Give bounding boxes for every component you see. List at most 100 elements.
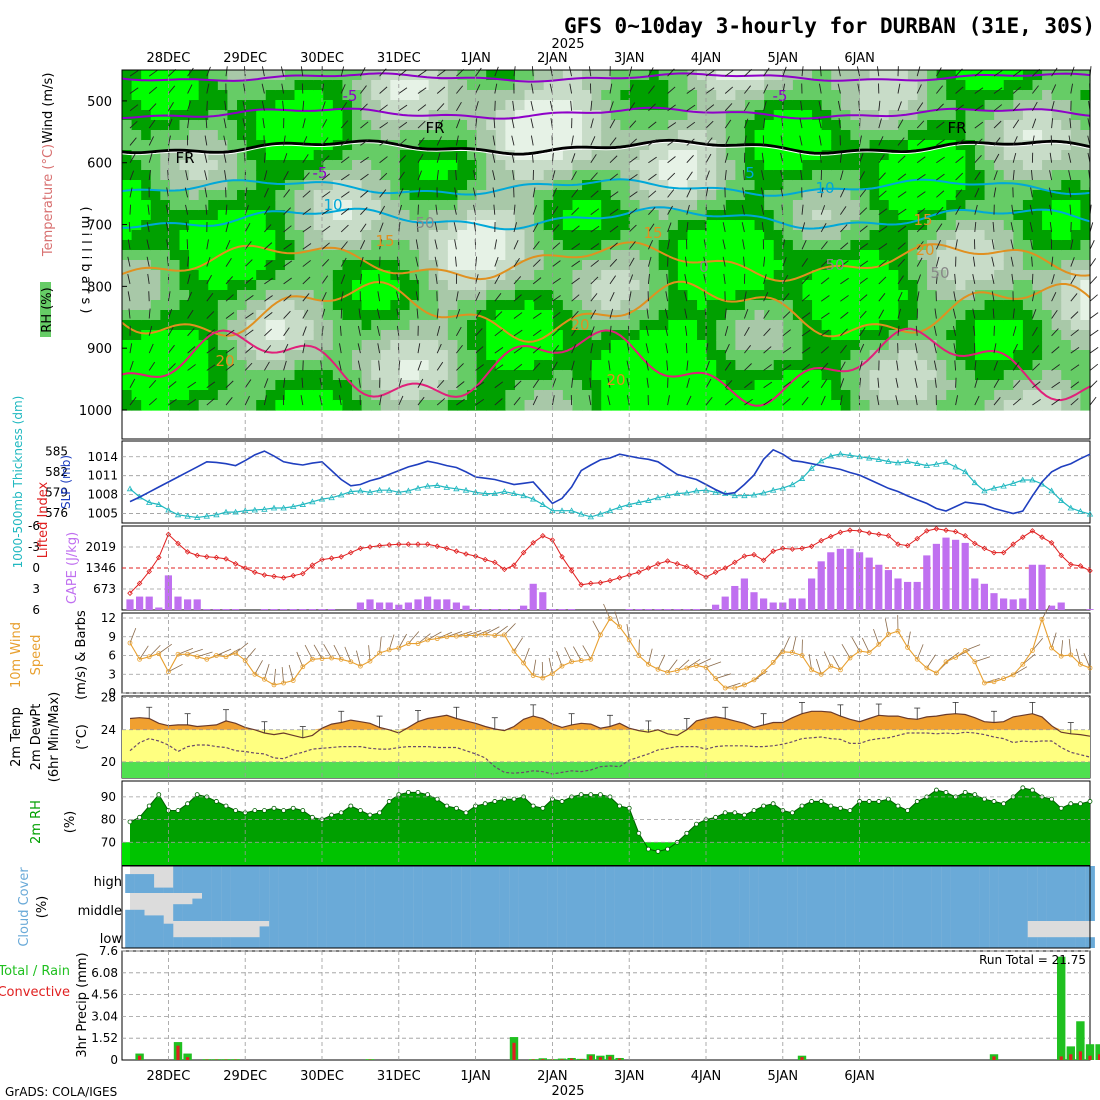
rh-cell (840, 170, 851, 181)
rh-cell (457, 250, 468, 261)
pressure-tick: 800 (87, 280, 112, 295)
rh-cell (428, 330, 439, 341)
rh-cell (467, 170, 478, 181)
rh-cell (1022, 340, 1034, 351)
rh-cell (390, 210, 401, 221)
rh-cell (927, 230, 938, 241)
rh-cell (936, 230, 947, 241)
wind-barb (360, 139, 369, 146)
wind-barb (801, 329, 811, 337)
rh-cell (917, 380, 928, 391)
rh-cell (428, 170, 439, 181)
rh-cell (265, 380, 276, 391)
rh-cell (160, 180, 171, 191)
rh-cell (361, 130, 372, 141)
rh-cell (323, 230, 334, 241)
wind-barb (513, 294, 522, 302)
thickness-point (510, 490, 518, 497)
rh-cell (361, 160, 372, 171)
wind-barb (465, 630, 482, 636)
rh-cell (380, 320, 391, 331)
rh-cell (1022, 400, 1034, 411)
rh-cell (687, 230, 698, 241)
wind-barb (1032, 326, 1038, 337)
rh-cell (572, 140, 583, 151)
rh-cell (150, 350, 161, 361)
rh-cell (323, 180, 334, 191)
rh-cell (332, 360, 344, 371)
rh-cell (217, 370, 229, 381)
wind-barb (800, 170, 803, 181)
li-point (204, 554, 210, 560)
rh-cell (764, 300, 775, 311)
rh-cell (313, 230, 324, 241)
rh-cell (160, 210, 171, 221)
rh-cell (572, 200, 583, 211)
wind-barb (936, 103, 944, 112)
rh-cell (476, 270, 487, 281)
rh-cell (821, 370, 832, 381)
wind-barb (782, 329, 791, 337)
wind-barb (551, 188, 557, 198)
rh-cell (428, 360, 439, 371)
wind-barb (648, 121, 657, 129)
cape-bar (443, 599, 451, 610)
rh-cell (687, 150, 698, 161)
rh-cell (237, 80, 248, 91)
axis-tick-label: 582 (45, 465, 68, 479)
li-point (770, 548, 776, 554)
wind-barb (532, 346, 542, 354)
rh-cell (697, 320, 708, 331)
rh-cell (122, 70, 133, 81)
rh-cell (476, 260, 487, 271)
rh-cell (380, 280, 391, 291)
rh-cell (610, 100, 621, 111)
wind-barb (513, 347, 523, 354)
rh-cell (419, 330, 430, 341)
rh-cell (831, 350, 842, 361)
rh-cell (792, 400, 804, 411)
rh-cell (601, 80, 612, 91)
rh-cell (284, 330, 296, 341)
rh-cell (792, 300, 804, 311)
rh-cell (256, 100, 267, 111)
wind-barb (744, 85, 751, 94)
rh-cell (658, 170, 669, 181)
rh-cell (332, 110, 344, 121)
rh-cell (514, 90, 526, 101)
contour-label: 15 (913, 211, 932, 229)
cape-bar (1086, 609, 1094, 610)
rh-cell (514, 300, 526, 311)
temperature-contour (121, 138, 1091, 156)
rh-cell (639, 390, 650, 401)
rh-cell (687, 160, 698, 171)
rh-cell (294, 210, 305, 221)
wind-barb (436, 119, 444, 129)
rh-cell (927, 140, 938, 151)
rh-cell (764, 320, 775, 331)
rh-cell (601, 170, 612, 181)
wind-barb (859, 310, 867, 319)
rh-cell (198, 330, 209, 341)
rh-cell (342, 310, 353, 321)
rh-cell (850, 380, 861, 391)
rh-cell (898, 370, 909, 381)
rh-cell (783, 260, 794, 271)
wind-barb (177, 647, 194, 655)
rh-cell (313, 210, 324, 221)
wind-barb (782, 257, 787, 267)
rh-cell (1061, 320, 1072, 331)
rh-cell (716, 160, 727, 171)
rh-cell (668, 190, 679, 201)
rh-cell (898, 70, 909, 81)
rh-cell (859, 260, 871, 271)
wind-barb (244, 648, 256, 661)
rh-cell (744, 380, 756, 391)
rh-cell (562, 160, 574, 171)
rh-cell (428, 250, 439, 261)
rh-cell (150, 150, 161, 161)
rh-cell (859, 70, 871, 81)
rh-cell (668, 130, 679, 141)
rh-cell (974, 290, 986, 301)
rh-cell (457, 100, 468, 111)
